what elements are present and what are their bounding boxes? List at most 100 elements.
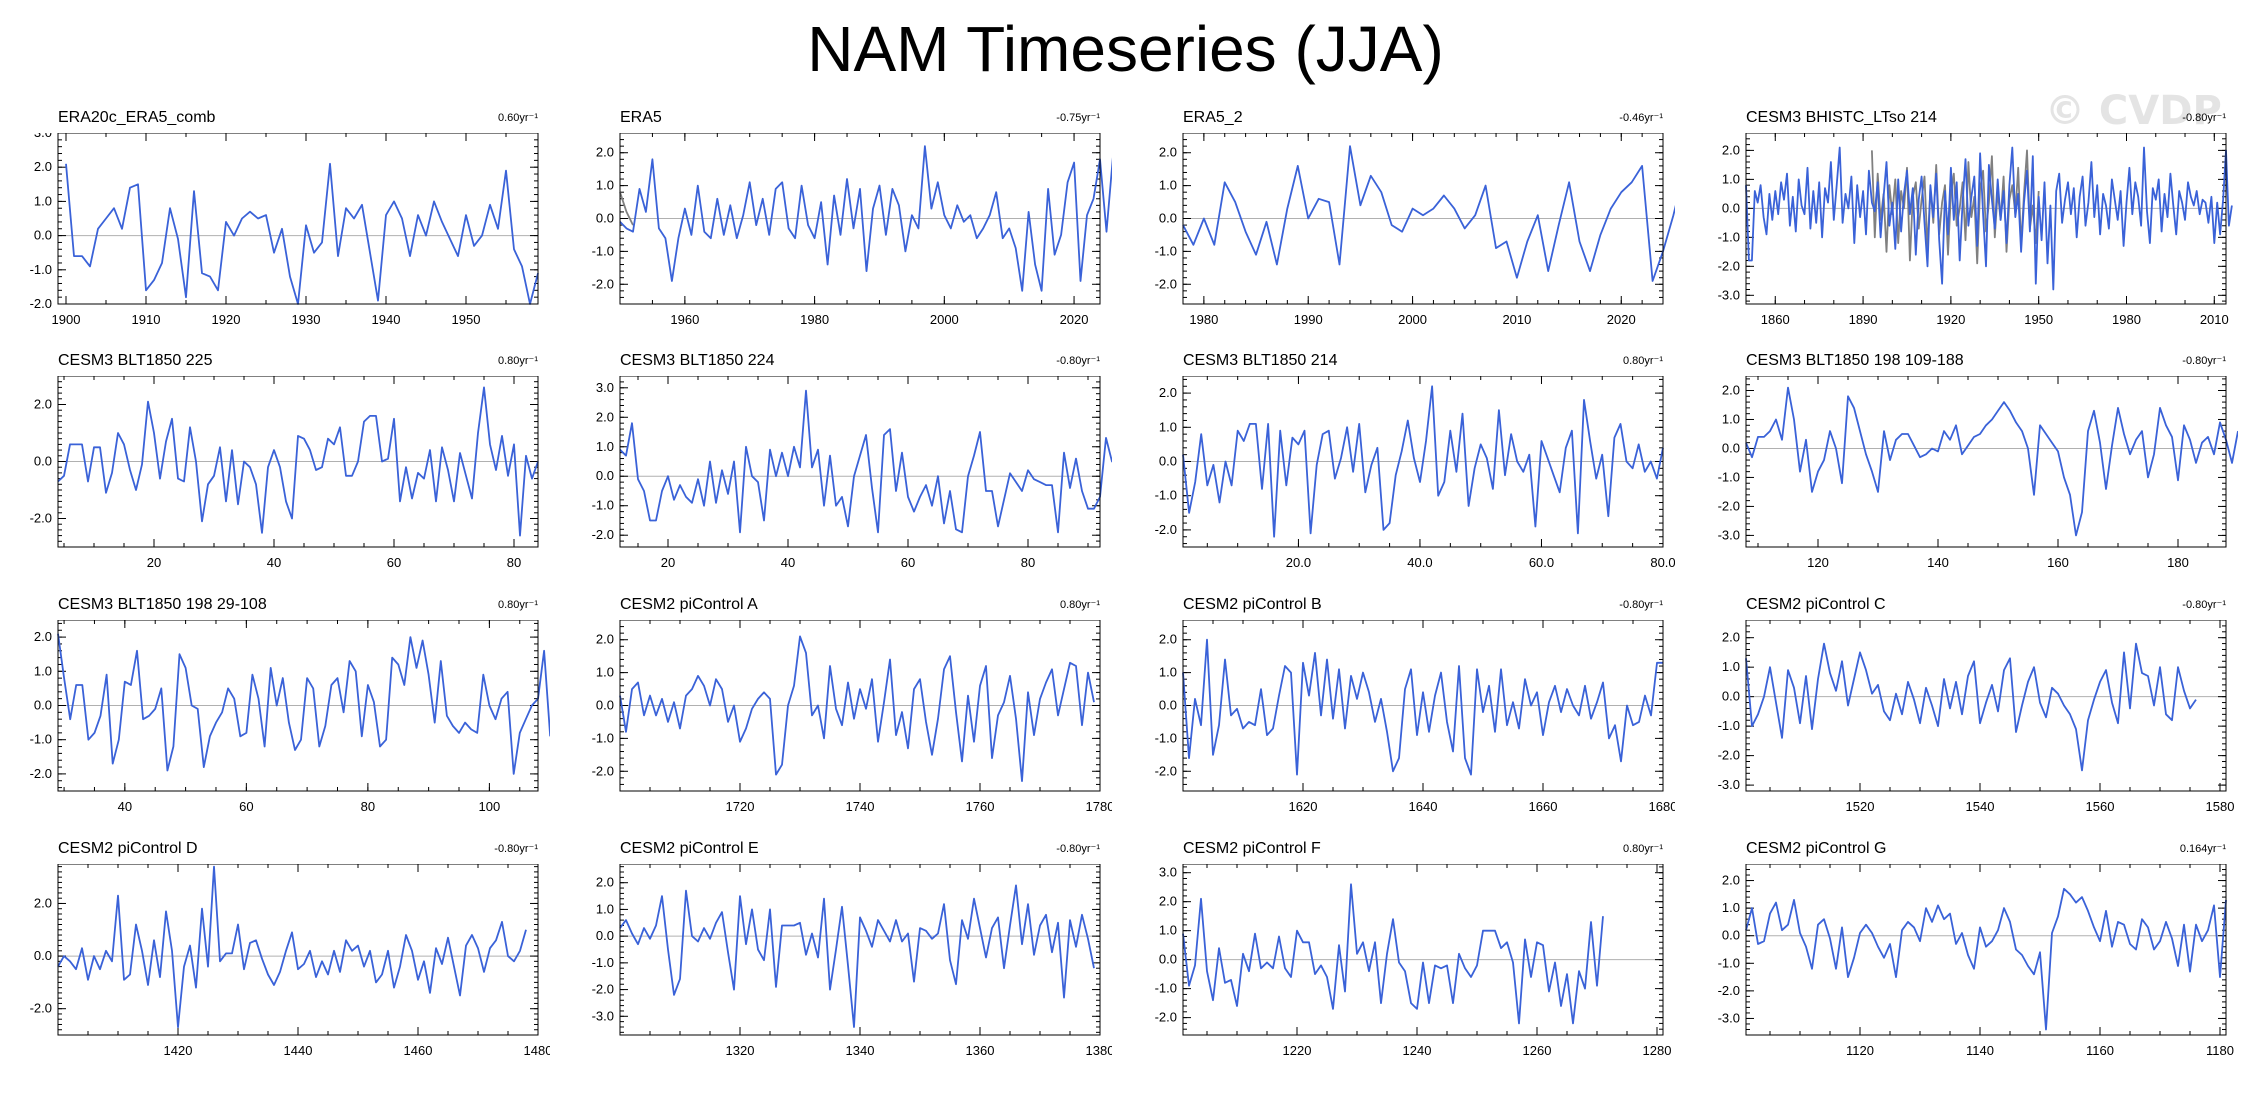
x-tick-label: 20	[147, 555, 161, 570]
trend-label: 0.80yr⁻¹	[1622, 355, 1663, 367]
y-tick-label: -2.0	[1155, 276, 1177, 291]
panel-15: CESM2 piControl F 0.80yr⁻¹ 1220 1240 1260 128…	[1133, 840, 1675, 1063]
nam-series-line	[57, 633, 550, 775]
panel-16: CESM2 piControl G 0.164yr⁻¹ 1120 1140 1160 11…	[1696, 840, 2238, 1063]
x-tick-label: 2010	[1502, 312, 1531, 327]
nam-series-line	[619, 145, 1112, 292]
y-tick-label: -2.0	[1718, 258, 1740, 273]
y-tick-label: -2.0	[592, 982, 614, 997]
plot-svg: 120 140 160 180 -3.0 -2.0 -1.0 0.0 1.0 2.0	[1718, 376, 2238, 570]
panel-6: CESM3 BLT1850 224 -0.80yr⁻¹ 20 40 60 80 -2.0 -1…	[570, 352, 1112, 575]
panel-13: CESM2 piControl D -0.80yr⁻¹ 1420 1440 1460 14…	[8, 840, 550, 1063]
y-tick-label: 2.0	[596, 145, 614, 160]
x-tick-label: 1990	[1294, 312, 1323, 327]
y-tick-label: -1.0	[1718, 469, 1740, 484]
y-tick-label: -3.0	[1718, 777, 1740, 792]
y-tick-label: -1.0	[30, 262, 52, 277]
panel-5: CESM3 BLT1850 225 0.80yr⁻¹ 20 40 60 80 -2.0 0.0…	[8, 352, 550, 575]
y-tick-label: 1.0	[1722, 171, 1740, 186]
x-tick-label: 1360	[966, 1043, 995, 1058]
y-tick-label: 0.0	[596, 698, 614, 713]
y-tick-label: 2.0	[1722, 630, 1740, 645]
x-tick-label: 1340	[846, 1043, 875, 1058]
x-tick-label: 1940	[372, 312, 401, 327]
x-tick-label: 20	[661, 555, 675, 570]
trend-label: -0.80yr⁻¹	[494, 843, 538, 855]
plot-frame	[1745, 376, 2227, 548]
panel-3: ERA5_2 -0.46yr⁻¹ 1980 1990 2000 2010 2020 -2.0 -…	[1133, 109, 1675, 332]
trend-label: 0.80yr⁻¹	[497, 355, 538, 367]
y-tick-label: 2.0	[1722, 382, 1740, 397]
y-tick-label: 1.0	[1722, 659, 1740, 674]
x-tick-label: 40	[118, 799, 132, 814]
x-tick-label: 60.0	[1529, 555, 1554, 570]
y-tick-label: -3.0	[1718, 287, 1740, 302]
x-tick-label: 2010	[2200, 312, 2229, 327]
y-tick-label: -3.0	[592, 1008, 614, 1023]
y-tick-label: 3.0	[1159, 865, 1177, 880]
x-tick-label: 1380	[1086, 1043, 1112, 1058]
nam-series-line	[1745, 642, 2197, 772]
panel-title: CESM2 piControl B	[1183, 596, 1322, 613]
panel-4: CESM3 BHISTC_LTso 214 -0.80yr⁻¹ 1860 1890 19…	[1696, 109, 2238, 332]
y-tick-label: -1.0	[1155, 730, 1177, 745]
y-tick-label: 2.0	[1722, 142, 1740, 157]
y-tick-label: 1.0	[596, 901, 614, 916]
x-tick-label: 1220	[1283, 1043, 1312, 1058]
panel-title: CESM3 BHISTC_LTso 214	[1746, 109, 1937, 126]
y-tick-label: 1.0	[596, 665, 614, 680]
panel-title: CESM2 piControl D	[58, 840, 198, 857]
y-tick-label: 2.0	[596, 409, 614, 424]
x-tick-label: 2020	[1060, 312, 1089, 327]
trend-label: 0.80yr⁻¹	[1059, 599, 1100, 611]
nam-series-line	[1745, 146, 2233, 291]
x-tick-label: 1420	[164, 1043, 193, 1058]
x-tick-label: 1950	[2024, 312, 2053, 327]
x-tick-label: 140	[1927, 555, 1949, 570]
panel-11: CESM2 piControl B -0.80yr⁻¹ 1620 1640 1660 16…	[1133, 596, 1675, 819]
y-tick-label: -2.0	[1718, 983, 1740, 998]
trend-label: 0.80yr⁻¹	[497, 599, 538, 611]
y-tick-label: 3.0	[596, 380, 614, 395]
x-tick-label: 1180	[2206, 1043, 2234, 1058]
nam-series-line	[57, 865, 527, 1029]
plot-frame	[619, 864, 1101, 1036]
y-tick-label: 1.0	[34, 193, 52, 208]
y-tick-label: -2.0	[1155, 763, 1177, 778]
x-tick-label: 1460	[404, 1043, 433, 1058]
trend-label: -0.75yr⁻¹	[1056, 112, 1100, 124]
y-tick-label: -2.0	[30, 511, 52, 526]
plot-svg: 40 60 80 100 -2.0 -1.0 0.0 1.0 2.0	[30, 620, 550, 814]
plot-frame	[57, 376, 539, 548]
nam-series-line	[619, 389, 1112, 534]
plot-frame	[1745, 864, 2227, 1036]
y-tick-label: 1.0	[1159, 178, 1177, 193]
x-tick-label: 1560	[2086, 799, 2115, 814]
plot-svg: 20 40 60 80 -2.0 -1.0 0.0 1.0 2.0 3.0	[592, 376, 1112, 570]
y-tick-label: 1.0	[1722, 900, 1740, 915]
y-tick-label: 0.0	[1722, 928, 1740, 943]
plot-svg: 1520 1540 1560 1580 -3.0 -2.0 -1.0 0.0 1.0 2.0	[1718, 620, 2234, 814]
panel-12: CESM2 piControl C -0.80yr⁻¹ 1520 1540 1560 15…	[1696, 596, 2238, 819]
y-tick-label: -1.0	[30, 732, 52, 747]
plot-frame	[57, 864, 539, 1036]
panel-10: CESM2 piControl A 0.80yr⁻¹ 1720 1740 1760 178…	[570, 596, 1112, 819]
trend-label: -0.80yr⁻¹	[2182, 599, 2226, 611]
x-tick-label: 1260	[1523, 1043, 1552, 1058]
trend-label: 0.80yr⁻¹	[1622, 843, 1663, 855]
trend-label: 0.164yr⁻¹	[2179, 843, 2226, 855]
x-tick-label: 1240	[1403, 1043, 1432, 1058]
x-tick-label: 1960	[670, 312, 699, 327]
y-tick-label: -2.0	[30, 766, 52, 781]
x-tick-label: 2000	[930, 312, 959, 327]
x-tick-label: 1120	[1846, 1043, 1874, 1058]
y-tick-label: 1.0	[1159, 923, 1177, 938]
x-tick-label: 160	[2047, 555, 2069, 570]
y-tick-label: 0.0	[1159, 211, 1177, 226]
x-tick-label: 60	[239, 799, 253, 814]
x-tick-label: 40	[267, 555, 281, 570]
x-tick-label: 1930	[292, 312, 321, 327]
nam-series-line	[65, 162, 539, 305]
nam-series-line	[1745, 386, 2238, 537]
x-tick-label: 1320	[726, 1043, 755, 1058]
